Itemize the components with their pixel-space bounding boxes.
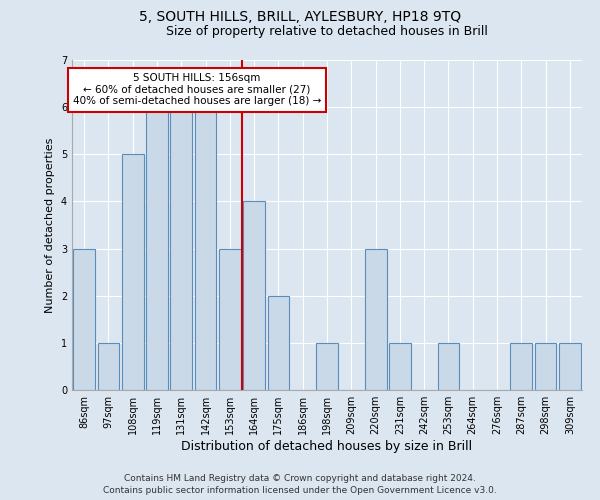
- Bar: [170, 107, 192, 390]
- Bar: [268, 296, 289, 390]
- Bar: [437, 343, 460, 390]
- Bar: [194, 107, 217, 390]
- Bar: [122, 154, 143, 390]
- Bar: [559, 343, 581, 390]
- Bar: [146, 107, 168, 390]
- Bar: [97, 343, 119, 390]
- Bar: [219, 248, 241, 390]
- Bar: [365, 248, 386, 390]
- Y-axis label: Number of detached properties: Number of detached properties: [46, 138, 55, 312]
- Text: Contains HM Land Registry data © Crown copyright and database right 2024.
Contai: Contains HM Land Registry data © Crown c…: [103, 474, 497, 495]
- Title: Size of property relative to detached houses in Brill: Size of property relative to detached ho…: [166, 25, 488, 38]
- Text: 5 SOUTH HILLS: 156sqm
← 60% of detached houses are smaller (27)
40% of semi-deta: 5 SOUTH HILLS: 156sqm ← 60% of detached …: [73, 73, 321, 106]
- Bar: [243, 202, 265, 390]
- Bar: [389, 343, 411, 390]
- Text: 5, SOUTH HILLS, BRILL, AYLESBURY, HP18 9TQ: 5, SOUTH HILLS, BRILL, AYLESBURY, HP18 9…: [139, 10, 461, 24]
- Bar: [316, 343, 338, 390]
- X-axis label: Distribution of detached houses by size in Brill: Distribution of detached houses by size …: [181, 440, 473, 453]
- Bar: [535, 343, 556, 390]
- Bar: [73, 248, 95, 390]
- Bar: [511, 343, 532, 390]
